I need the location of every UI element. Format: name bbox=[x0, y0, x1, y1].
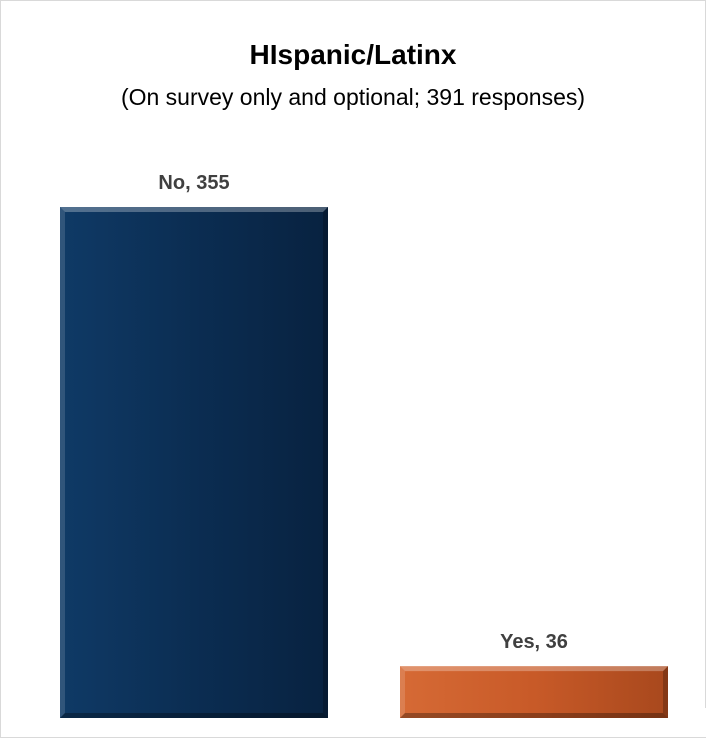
bars-group bbox=[60, 207, 668, 718]
data-labels-group: No, 355 Yes, 36 bbox=[158, 172, 568, 653]
bar-body bbox=[60, 207, 328, 718]
data-label-no: No, 355 bbox=[158, 172, 229, 194]
bar-no bbox=[60, 207, 328, 718]
bar-bevel-top bbox=[400, 666, 668, 672]
chart-title: HIspanic/Latinx bbox=[249, 39, 457, 70]
bar-bevel-right bbox=[323, 207, 328, 718]
bar-bevel-right bbox=[663, 666, 668, 718]
bar-bevel-bottom bbox=[60, 713, 328, 718]
data-label-yes: Yes, 36 bbox=[500, 631, 568, 653]
bar-yes bbox=[400, 666, 668, 718]
bar-bevel-bottom bbox=[400, 713, 668, 718]
bar-body bbox=[400, 666, 668, 718]
bar-bevel-left bbox=[60, 207, 65, 718]
bar-bevel-top bbox=[60, 207, 328, 212]
chart-subtitle: (On survey only and optional; 391 respon… bbox=[120, 84, 586, 110]
bar-bevel-left bbox=[400, 666, 405, 718]
